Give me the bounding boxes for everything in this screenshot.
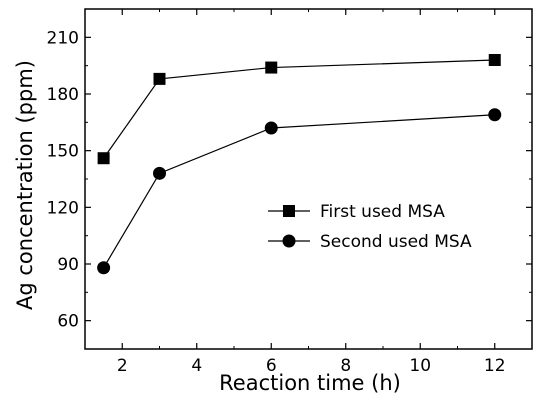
x-tick-label: 12 [484,356,506,376]
y-tick-label: 180 [47,85,79,105]
data-point [264,121,278,135]
y-tick-label: 210 [47,28,79,48]
data-point [265,61,278,74]
data-point [488,54,501,66]
x-axis-title: Reaction time (h) [219,371,401,395]
data-point [153,166,166,180]
series-line-1 [103,59,495,159]
x-tick-label: 8 [340,356,351,376]
data-point [488,108,502,122]
x-tick-label: 10 [409,356,431,376]
x-tick-label: 6 [266,356,277,376]
legend-marker [282,234,296,248]
y-tick-label: 120 [47,198,79,218]
y-axis-title: Ag concentration (ppm) [13,60,37,310]
legend-marker [283,205,295,217]
legend-label: First used MSA [320,202,445,222]
data-point [97,152,110,165]
y-tick-label: 150 [47,142,79,162]
y-tick-label: 60 [57,312,79,332]
x-tick-label: 4 [191,356,202,376]
plot-frame [84,8,533,350]
y-tick-label: 90 [57,255,79,275]
legend-label: Second used MSA [320,232,472,252]
data-point [153,72,166,85]
x-tick-label: 2 [117,356,128,376]
series-line-2 [103,114,495,269]
data-point [97,261,111,275]
